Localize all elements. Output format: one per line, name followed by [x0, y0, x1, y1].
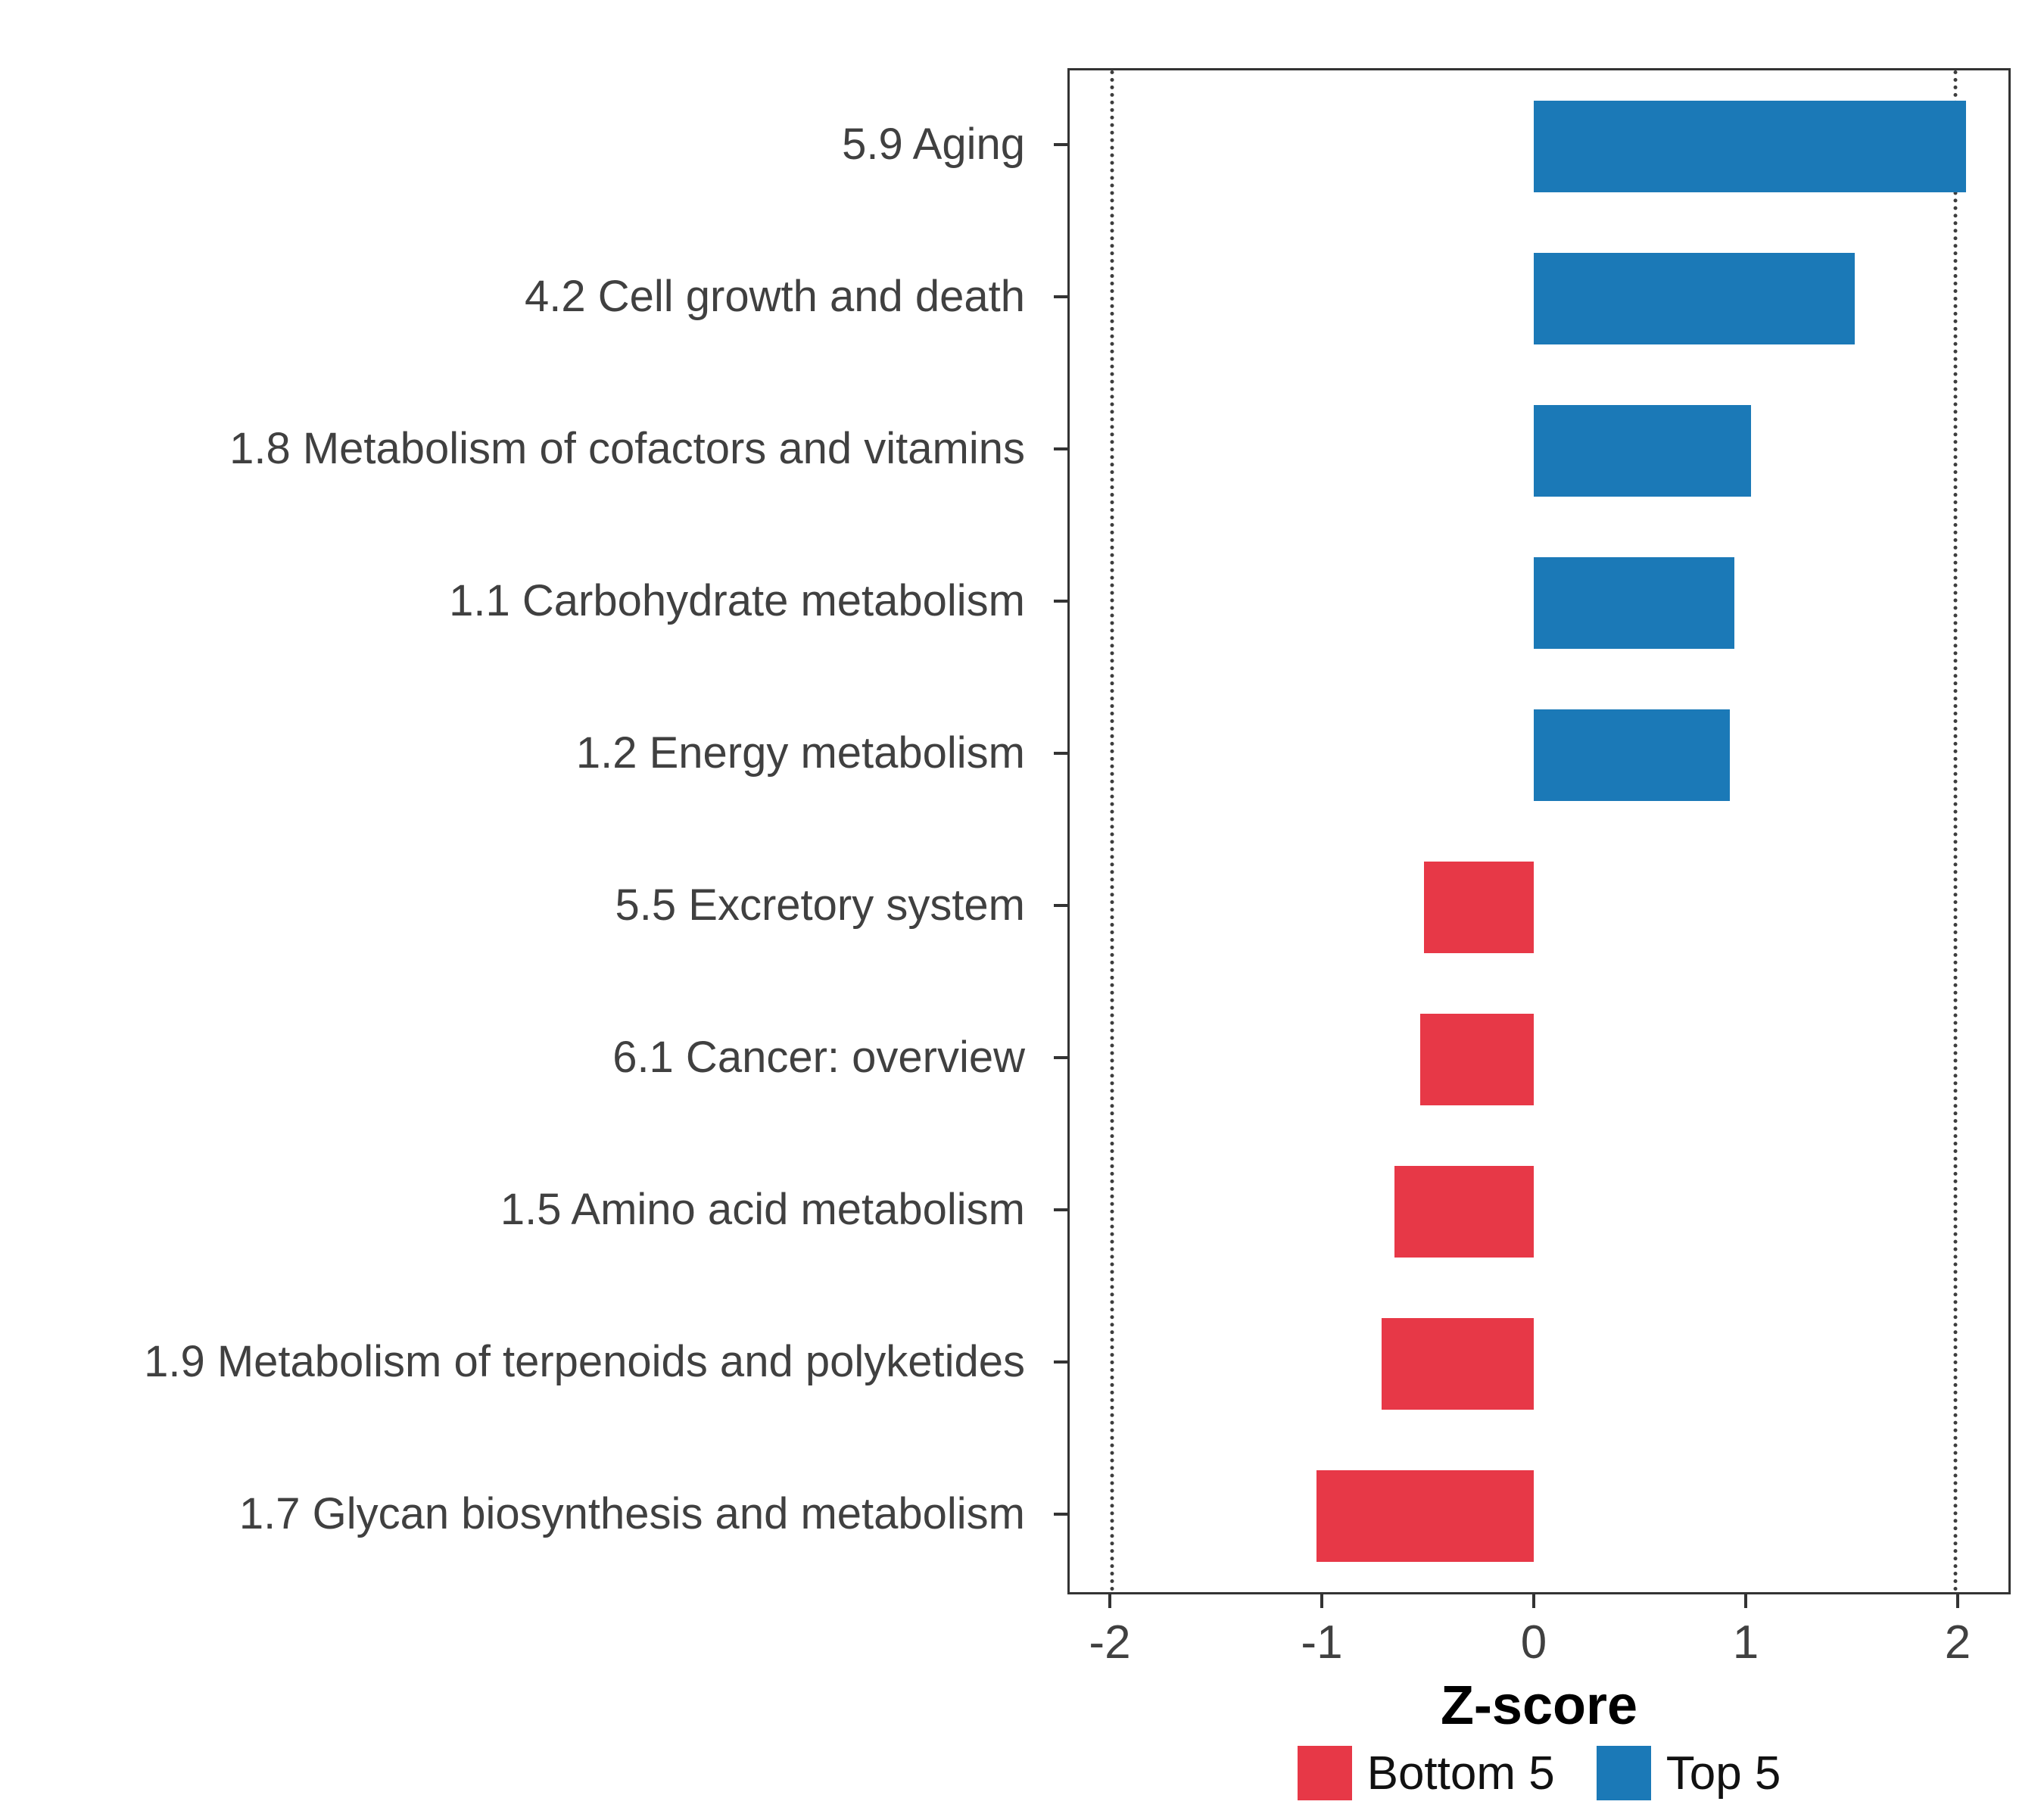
- y-axis-label: 6.1 Cancer: overview: [612, 1032, 1025, 1082]
- y-tick-mark: [1054, 1208, 1067, 1211]
- y-tick-mark: [1054, 903, 1067, 907]
- y-tick-mark: [1054, 751, 1067, 755]
- y-axis-label: 1.8 Metabolism of cofactors and vitamins: [229, 423, 1025, 473]
- y-tick-mark: [1054, 1360, 1067, 1364]
- bar-bottom5: [1316, 1470, 1535, 1562]
- x-tick-mark: [1532, 1594, 1535, 1608]
- x-tick-mark: [1744, 1594, 1747, 1608]
- legend-item-bottom5: Bottom 5: [1297, 1746, 1555, 1800]
- legend-swatch-top5: [1596, 1746, 1651, 1800]
- y-axis-tick-marks: [1054, 68, 1067, 1590]
- y-tick-mark: [1054, 295, 1067, 298]
- x-tick-mark: [1320, 1594, 1323, 1608]
- y-axis-label: 1.5 Amino acid metabolism: [500, 1184, 1025, 1234]
- bar-bottom5: [1394, 1166, 1535, 1258]
- legend: Bottom 5 Top 5: [1067, 1743, 2011, 1803]
- y-axis-labels: 5.9 Aging 4.2 Cell growth and death 1.8 Me…: [0, 68, 1046, 1590]
- plot-panel: [1067, 68, 2011, 1594]
- x-tick-label: -2: [1089, 1616, 1131, 1669]
- x-tick-label: 1: [1732, 1616, 1759, 1669]
- y-tick-mark: [1054, 1512, 1067, 1516]
- y-axis-label: 5.9 Aging: [842, 119, 1025, 169]
- x-tick-mark: [1955, 1594, 1959, 1608]
- x-tick-label: -1: [1301, 1616, 1343, 1669]
- y-tick-mark: [1054, 1055, 1067, 1059]
- bar-top5: [1534, 253, 1855, 344]
- bar-top5: [1534, 557, 1734, 649]
- y-axis-label: 1.9 Metabolism of terpenoids and polyket…: [144, 1336, 1025, 1386]
- legend-label-bottom5: Bottom 5: [1366, 1747, 1555, 1800]
- x-axis-title: Z-score: [1440, 1675, 1638, 1736]
- bar-top5: [1534, 405, 1752, 497]
- y-tick-mark: [1054, 447, 1067, 450]
- y-axis-label: 5.5 Excretory system: [615, 880, 1025, 930]
- legend-label-top5: Top 5: [1665, 1747, 1781, 1800]
- bar-bottom5: [1382, 1318, 1535, 1410]
- x-axis: -2 -1 0 1 2: [1067, 1594, 2011, 1678]
- bar-top5: [1534, 709, 1731, 801]
- x-tick-label: 2: [1944, 1616, 1971, 1669]
- bar-bottom5: [1419, 1014, 1535, 1105]
- reference-line: [1110, 70, 1114, 1592]
- x-tick-label: 0: [1520, 1616, 1547, 1669]
- bar-bottom5: [1424, 862, 1535, 953]
- y-axis-label: 1.7 Glycan biosynthesis and metabolism: [238, 1488, 1025, 1538]
- reference-line: [1953, 70, 1958, 1592]
- x-tick-mark: [1108, 1594, 1111, 1608]
- bar-top5: [1534, 101, 1967, 192]
- y-tick-mark: [1054, 599, 1067, 603]
- legend-item-top5: Top 5: [1596, 1746, 1781, 1800]
- y-axis-label: 1.1 Carbohydrate metabolism: [449, 575, 1025, 625]
- y-axis-label: 4.2 Cell growth and death: [525, 271, 1025, 321]
- legend-swatch-bottom5: [1297, 1746, 1352, 1800]
- y-tick-mark: [1054, 142, 1067, 146]
- y-axis-label: 1.2 Energy metabolism: [575, 728, 1025, 778]
